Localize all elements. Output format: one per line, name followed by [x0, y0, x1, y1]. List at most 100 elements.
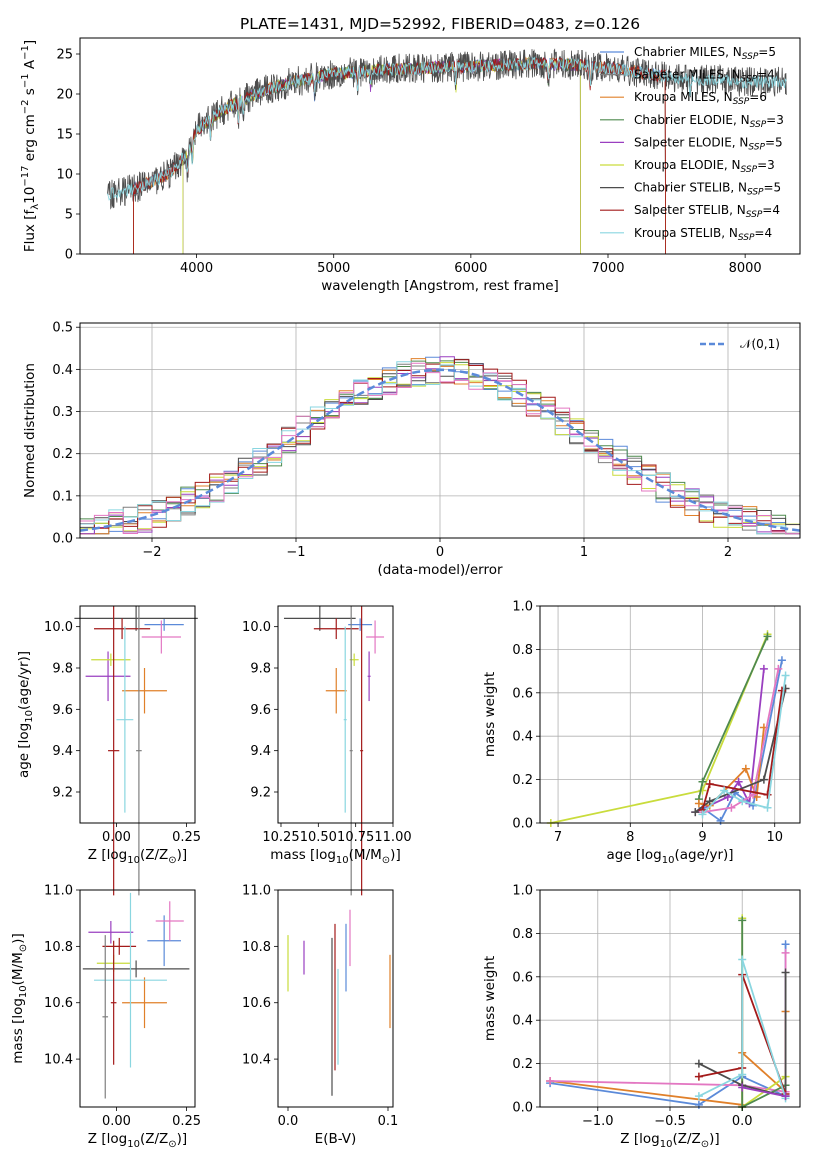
y-axis-label: Flux [fλ​10−17​ erg cm−2​ s−1​ A−1​] [20, 40, 41, 252]
mass-ebv-axes-marks [287, 909, 391, 1096]
x-tick-label: 0.0 [732, 1114, 753, 1129]
weight-point [727, 803, 736, 812]
y-tick-label: 10.6 [44, 996, 73, 1011]
weight-point [694, 1072, 703, 1081]
age-z-axes: 0.00 0.25 9.2 9.4 9.6 9.8 10.0 Z [log10​(Z/Z⊙​)… [16, 605, 201, 896]
age-mass-axes-marks [283, 606, 385, 896]
x-tick-label: −0.5 [654, 1114, 686, 1129]
weight-point [781, 940, 790, 949]
x-tick-label: −1 [286, 545, 305, 560]
spectrum-line [107, 56, 787, 201]
y-tick-label: 9.6 [52, 703, 73, 718]
x-tick-label: −2 [142, 545, 161, 560]
weight-point [781, 1092, 790, 1101]
y-tick-label: 0.6 [512, 686, 533, 701]
weight-point [694, 1092, 703, 1101]
spectrum-axes-marks [107, 48, 787, 254]
y-tick-label: 10.6 [242, 996, 271, 1011]
weight-point [759, 664, 768, 673]
x-tick-label: 0.00 [102, 830, 131, 845]
legend-entry: Chabrier ELODIE, NSSP=3 [634, 113, 784, 130]
y-tick-label: 0.2 [52, 447, 73, 462]
y-tick-label: 0.4 [512, 730, 533, 745]
legend-entry: Kroupa STELIB, NSSP=4 [634, 226, 772, 243]
weight-point [738, 916, 747, 925]
weight-point [738, 1070, 747, 1079]
weight-age-axes-frame [539, 605, 801, 824]
x-tick-label: 8000 [729, 261, 762, 276]
y-tick-label: 11.0 [242, 884, 271, 899]
y-tick-label: 10.0 [242, 620, 271, 635]
weight-line [701, 660, 783, 823]
spectrum-line [133, 57, 666, 254]
y-tick-label: 9.8 [52, 662, 73, 677]
x-tick-label: 9 [698, 830, 706, 845]
y-tick-label: 9.4 [52, 744, 73, 759]
x-axis-label: age [log10​(age/yr)] [606, 847, 733, 866]
y-tick-label: 20 [56, 88, 73, 103]
weight-point [738, 1083, 747, 1092]
x-tick-label: 7000 [591, 261, 624, 276]
weight-point [720, 786, 729, 795]
y-tick-label: 0.2 [512, 1057, 533, 1072]
y-tick-label: 0.8 [512, 643, 533, 658]
age-mass-axes-frame [277, 605, 394, 824]
x-axis-label: Z [log10​(Z/Z⊙​)] [88, 1131, 187, 1150]
x-tick-label: 7 [554, 830, 562, 845]
weight-point [705, 797, 714, 806]
y-tick-label: 15 [56, 128, 73, 143]
x-tick-label: 8 [626, 830, 634, 845]
y-tick-label: 9.6 [250, 703, 271, 718]
spectrum-line [133, 56, 666, 254]
y-tick-label: 10 [56, 168, 73, 183]
legend-entry: Salpeter MILES, NSSP=4 [634, 68, 775, 85]
mass-z-axes-marks [82, 892, 190, 1099]
y-axis-label: age [log10​(age/yr)] [16, 651, 35, 778]
histogram-axes-marks [79, 356, 801, 535]
weight-line [550, 952, 787, 1093]
weight-point [741, 764, 750, 773]
weight-line [701, 690, 783, 811]
x-axis-label: (data-model)/error [377, 562, 503, 578]
weight-point [738, 797, 747, 806]
legend-entry: Salpeter ELODIE, NSSP=5 [634, 135, 783, 152]
x-tick-label: 1 [580, 545, 588, 560]
spectrum-line [182, 56, 581, 254]
histogram-axes: −2 −1 0 1 2 0.0 0.1 0.2 0.3 0.4 0.5 (data-model)/er… [22, 321, 801, 578]
weight-age-axes: 7 8 9 10 0.0 0.2 0.4 0.6 0.8 1.0 age [log10​(age/y… [482, 600, 801, 866]
weight-point [781, 948, 790, 957]
weight-age-axes-marks [546, 630, 790, 827]
x-tick-label: 0.0 [278, 1114, 299, 1129]
y-tick-label: 11.0 [44, 884, 73, 899]
y-axis-label: Normed distribution [22, 363, 38, 498]
weight-line [698, 959, 787, 1099]
mass-z-axes: 0.00 0.25 10.4 10.6 10.8 11.0 Z [log10​(Z/Z⊙​)… [10, 884, 201, 1151]
age-z-axes-marks [74, 606, 198, 896]
y-tick-label: 0.0 [512, 1101, 533, 1116]
y-tick-label: 1.0 [512, 600, 533, 615]
age-mass-axes: 10.25 10.50 10.75 11.00 9.2 9.4 9.6 9.8 10.0 mass… [242, 605, 412, 896]
spectrum-axes-frame [79, 37, 801, 255]
spectrum-line [182, 56, 581, 254]
y-tick-label: 0.2 [512, 773, 533, 788]
x-tick-label: 4000 [180, 261, 213, 276]
weight-point [705, 779, 714, 788]
weight-point [694, 1059, 703, 1068]
spectrum-line [133, 56, 666, 254]
x-axis-label: mass [log10​(M/M⊙​)] [270, 847, 400, 866]
y-tick-label: 10.4 [44, 1053, 73, 1068]
weight-line [742, 1086, 786, 1098]
weight-line [549, 1011, 787, 1106]
weight-line [698, 972, 787, 1098]
y-tick-label: 1.0 [512, 884, 533, 899]
normal-curve [79, 368, 801, 532]
x-tick-label: 0.00 [102, 1114, 131, 1129]
weight-point [694, 799, 703, 808]
y-tick-label: 5 [65, 208, 73, 223]
y-tick-label: 0 [65, 248, 73, 263]
legend-entry: Kroupa MILES, NSSP=6 [634, 90, 767, 107]
legend-entry: Chabrier MILES, NSSP=5 [634, 45, 776, 62]
weight-point [759, 775, 768, 784]
y-tick-label: 25 [56, 48, 73, 63]
